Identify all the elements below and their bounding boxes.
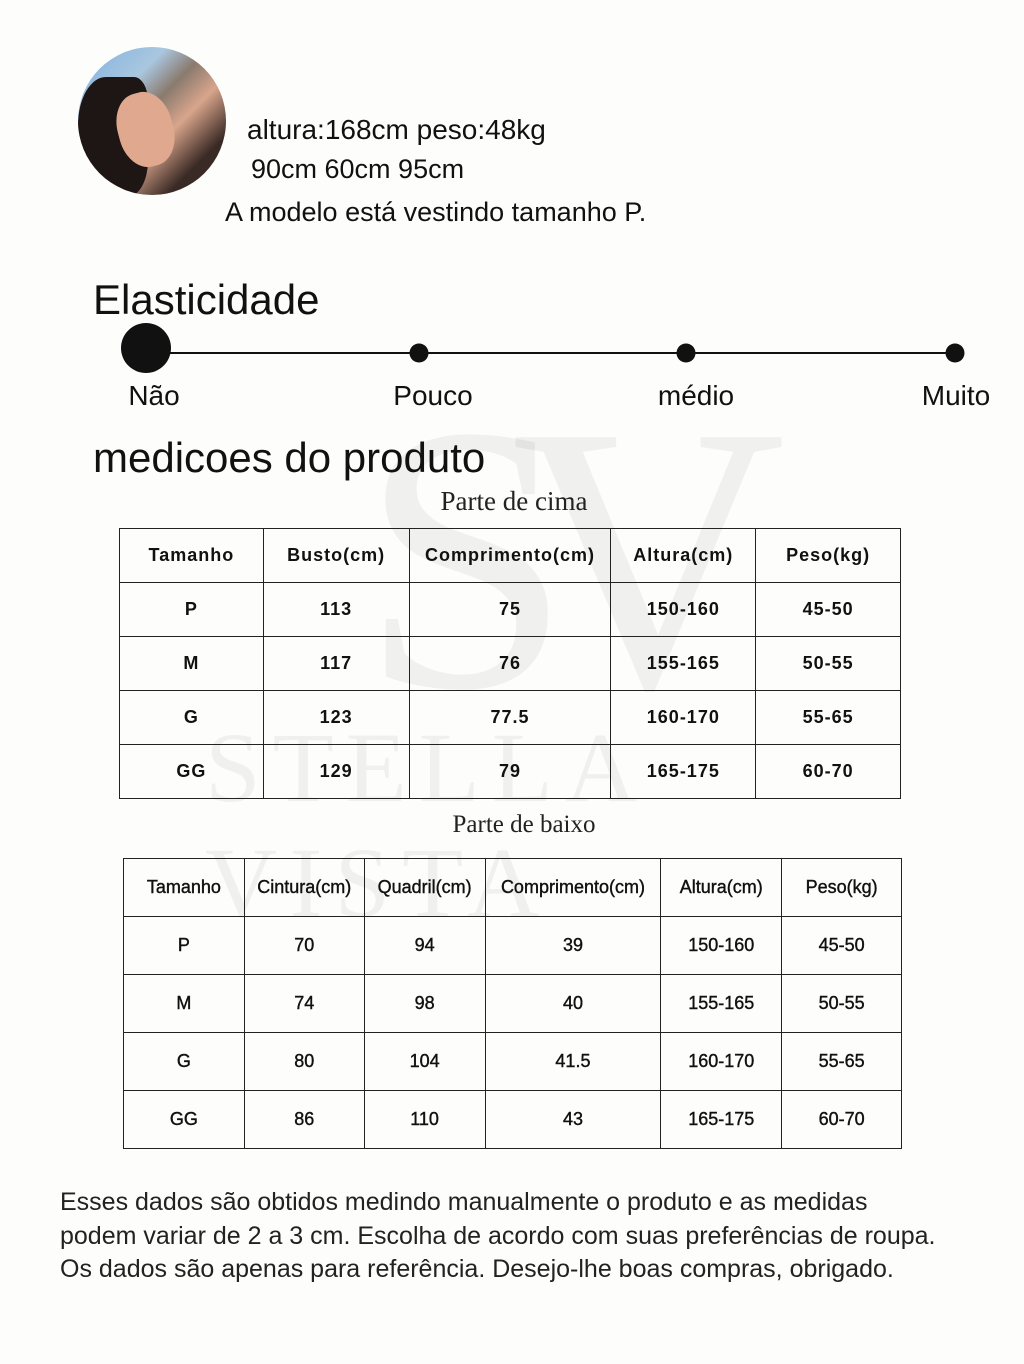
disclaimer-line: Os dados são apenas para referência. Des… xyxy=(60,1255,894,1283)
table-cell: 75 xyxy=(408,582,612,637)
table-header-cell: Peso(kg) xyxy=(781,858,902,917)
table-row: M 117 76 155-165 50-55 xyxy=(119,636,901,691)
table-cell: 50-55 xyxy=(755,636,901,691)
table-cell: 155-165 xyxy=(610,636,757,691)
table-header-cell: Quadril(cm) xyxy=(363,858,486,917)
table-cell: 155-165 xyxy=(660,974,783,1033)
table-cell: 45-50 xyxy=(755,582,901,637)
table-cell: 94 xyxy=(363,916,486,975)
table-row: P 70 94 39 150-160 45-50 xyxy=(123,916,902,975)
table-cell: 74 xyxy=(243,974,365,1033)
table-cell: M xyxy=(119,636,264,691)
elasticity-label: médio xyxy=(657,380,735,411)
table-row: P 113 75 150-160 45-50 xyxy=(119,582,901,637)
table-header-cell: Cintura(cm) xyxy=(243,858,365,917)
measurements-title: medicoes do produto xyxy=(93,434,486,481)
model-photo xyxy=(78,47,226,195)
table-cell: 80 xyxy=(243,1032,365,1091)
table-header-cell: Busto(cm) xyxy=(262,528,410,583)
table-cell: G xyxy=(123,1032,245,1091)
table-cell: 45-50 xyxy=(781,916,902,975)
table-row: GG 129 79 165-175 60-70 xyxy=(119,744,901,799)
table-cell: 79 xyxy=(408,744,612,799)
disclaimer-line: Esses dados são obtidos medindo manualme… xyxy=(60,1188,868,1216)
table-header-cell: Tamanho xyxy=(119,528,264,583)
table-cell: 165-175 xyxy=(660,1090,783,1149)
elasticity-label: Não xyxy=(128,380,180,411)
table-cell: 70 xyxy=(243,916,365,975)
table-cell: GG xyxy=(123,1090,245,1149)
table-header-row: Tamanho Cintura(cm) Quadril(cm) Comprimento… xyxy=(123,858,902,917)
table-row: G 123 77.5 160-170 55-65 xyxy=(119,690,901,745)
elasticity-selected-dot xyxy=(121,323,171,373)
table-cell: 76 xyxy=(408,636,612,691)
table-cell: G xyxy=(119,690,264,745)
table-cell: 160-170 xyxy=(610,690,757,745)
elasticity-scale-line xyxy=(146,352,955,354)
disclaimer: Esses dados são obtidos medindo manualme… xyxy=(60,1186,935,1287)
table-cell: P xyxy=(123,916,245,975)
table-header-cell: Altura(cm) xyxy=(610,528,757,583)
bottom-table-caption: Parte de baixo xyxy=(452,811,596,838)
table-cell: 117 xyxy=(262,636,410,691)
model-size-note: A modelo está vestindo tamanho P. xyxy=(225,197,647,227)
table-cell: 113 xyxy=(262,582,410,637)
table-row: G 80 104 41.5 160-170 55-65 xyxy=(123,1032,902,1091)
table-cell: 77.5 xyxy=(408,690,612,745)
table-cell: 86 xyxy=(243,1090,365,1149)
table-cell: P xyxy=(119,582,264,637)
table-cell: 55-65 xyxy=(755,690,901,745)
bottom-size-table: Tamanho Cintura(cm) Quadril(cm) Comprimento… xyxy=(123,858,902,1149)
table-cell: 110 xyxy=(363,1090,486,1149)
elasticity-dot xyxy=(409,343,429,363)
top-size-table: Tamanho Busto(cm) Comprimento(cm) Altura(cm… xyxy=(119,528,901,799)
table-cell: 150-160 xyxy=(610,582,757,637)
table-header-cell: Comprimento(cm) xyxy=(484,858,662,917)
model-measurements: 90cm 60cm 95cm xyxy=(251,154,465,184)
table-cell: 60-70 xyxy=(781,1090,902,1149)
table-header-cell: Peso(kg) xyxy=(755,528,901,583)
table-cell: 104 xyxy=(363,1032,486,1091)
top-table-caption: Parte de cima xyxy=(440,486,588,516)
table-cell: 60-70 xyxy=(755,744,901,799)
table-cell: M xyxy=(123,974,245,1033)
table-cell: 40 xyxy=(484,974,662,1033)
table-cell: 50-55 xyxy=(781,974,902,1033)
table-cell: 43 xyxy=(484,1090,662,1149)
table-cell: 165-175 xyxy=(610,744,757,799)
elasticity-dot xyxy=(676,343,696,363)
table-cell: 160-170 xyxy=(660,1032,783,1091)
disclaimer-line: podem variar de 2 a 3 cm. Escolha de aco… xyxy=(60,1221,936,1250)
table-row: M 74 98 40 155-165 50-55 xyxy=(123,974,902,1033)
table-header-cell: Comprimento(cm) xyxy=(408,528,612,583)
table-cell: GG xyxy=(119,744,264,799)
elasticity-label: Pouco xyxy=(393,380,473,411)
table-cell: 129 xyxy=(262,744,410,799)
elasticity-dot xyxy=(945,343,965,363)
model-height-weight: altura:168cm peso:48kg xyxy=(247,114,546,145)
table-header-cell: Altura(cm) xyxy=(660,858,783,917)
table-cell: 55-65 xyxy=(781,1032,902,1091)
table-cell: 150-160 xyxy=(660,916,783,975)
table-header-cell: Tamanho xyxy=(123,858,245,917)
table-cell: 39 xyxy=(484,916,662,975)
table-cell: 98 xyxy=(363,974,486,1033)
table-cell: 41.5 xyxy=(484,1032,662,1091)
table-cell: 123 xyxy=(262,690,410,745)
table-row: GG 86 110 43 165-175 60-70 xyxy=(123,1090,902,1149)
table-header-row: Tamanho Busto(cm) Comprimento(cm) Altura(cm… xyxy=(119,528,901,583)
elasticity-label: Muito xyxy=(921,380,991,411)
elasticity-title: Elasticidade xyxy=(93,276,320,323)
